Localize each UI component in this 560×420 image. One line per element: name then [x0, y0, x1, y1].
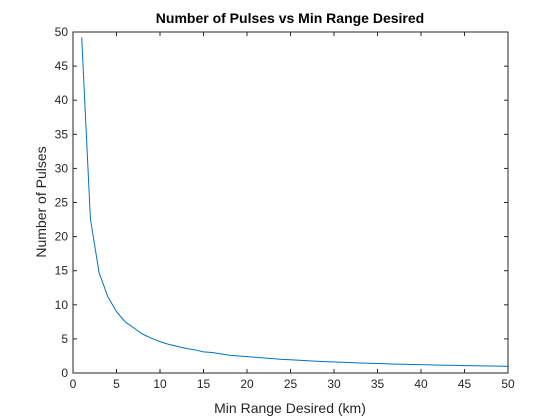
series-line-0: [81, 37, 509, 367]
chart-title: Number of Pulses vs Min Range Desired: [156, 10, 424, 26]
series-layer: [81, 37, 509, 367]
y-tick-label: 45: [55, 59, 69, 73]
y-tick-label: 15: [55, 264, 69, 278]
x-tick-label: 20: [240, 377, 254, 391]
x-tick-label: 15: [197, 377, 211, 391]
y-tick-label: 30: [55, 161, 69, 175]
x-tick-label: 25: [284, 377, 298, 391]
x-tick-label: 40: [414, 377, 428, 391]
x-tick-label: 10: [153, 377, 167, 391]
x-tick-label: 0: [70, 377, 77, 391]
y-tick-label: 5: [61, 332, 68, 346]
x-tick-label: 45: [458, 377, 472, 391]
x-tick-label: 50: [501, 377, 515, 391]
x-tick-label: 30: [327, 377, 341, 391]
x-tick-label: 5: [113, 377, 120, 391]
y-tick-label: 20: [55, 230, 69, 244]
y-axis-label: Number of Pulses: [33, 146, 49, 257]
axes-layer: [72, 31, 509, 374]
y-tick-label: 0: [61, 366, 68, 380]
x-tick-labels: 0 5 10 15 20 25 30 35 40 45 50: [70, 377, 515, 391]
plot-area-background: [73, 32, 508, 373]
y-tick-label: 25: [55, 196, 69, 210]
y-tick-label: 40: [55, 93, 69, 107]
y-tick-label: 10: [55, 298, 69, 312]
y-tick-label: 50: [55, 25, 69, 39]
y-tick-label: 35: [55, 127, 69, 141]
x-axis-label: Min Range Desired (km): [214, 400, 366, 416]
y-tick-labels: 0 5 10 15 20 25 30 35 40 45 50: [55, 25, 69, 380]
x-tick-label: 35: [371, 377, 385, 391]
